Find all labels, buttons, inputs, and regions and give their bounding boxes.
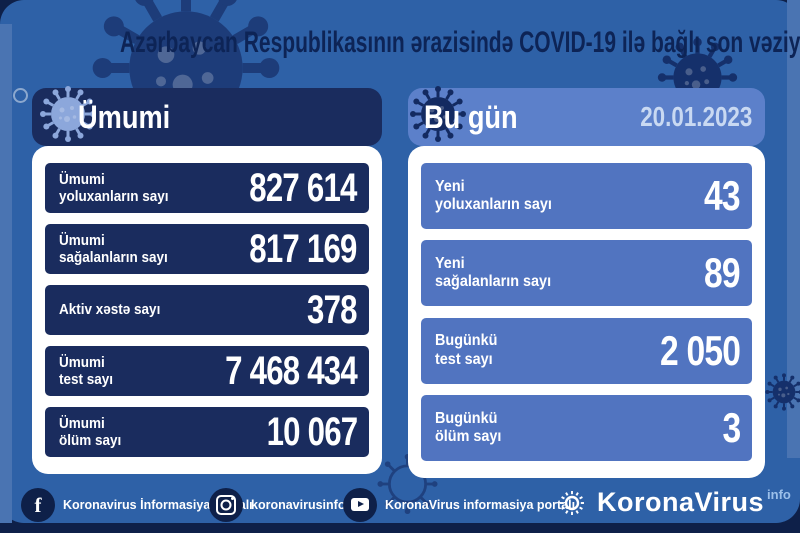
stat-label: Yeni sağalanların sayı: [435, 254, 552, 291]
stat-value: 378: [307, 287, 358, 332]
stat-value: 10 067: [266, 409, 358, 454]
table-row: Ümumi yoluxanların sayı 827 614: [45, 163, 369, 213]
table-row: Yeni yoluxanların sayı 43: [421, 163, 752, 229]
stat-label: Aktiv xəstə sayı: [59, 301, 161, 319]
right-panel-title: Bu gün: [424, 98, 518, 135]
stat-label: Yeni yoluxanların sayı: [435, 177, 552, 213]
instagram-icon: [209, 487, 243, 522]
table-row: Bugünkü test sayı 2 050: [421, 317, 752, 384]
left-panel-title: Ümumi: [78, 98, 171, 135]
table-row: Ümumi sağalanların sayı 817 169: [45, 224, 369, 274]
facebook-label: Koronavirus İnformasiya Portalı: [63, 497, 253, 512]
page-title: Azərbaycan Respublikasının ərazisində CO…: [120, 26, 800, 59]
facebook-link[interactable]: f Koronavirus İnformasiya Portalı: [21, 486, 253, 523]
stat-value: 827 614: [249, 165, 358, 210]
stat-value: 89: [704, 249, 741, 297]
youtube-icon: [343, 487, 377, 522]
left-panel-body: Ümumi yoluxanların sayı 827 614 Ümumi sa…: [32, 146, 382, 474]
facebook-icon: f: [21, 487, 55, 522]
brand-name: KoronaVirus: [597, 487, 765, 517]
stat-label: Bugünkü ölüm sayı: [435, 409, 502, 445]
instagram-link[interactable]: koronavirusinfoaz: [209, 486, 359, 523]
footer: f Koronavirus İnformasiya Portalı korona…: [0, 486, 800, 523]
right-panel-header: Bu gün 20.01.2023: [408, 88, 765, 146]
left-edge-strip: [0, 24, 12, 523]
stat-label: Ümumi sağalanların sayı: [59, 231, 168, 266]
virus-sun-icon: [556, 487, 588, 519]
date-label: 20.01.2023: [640, 101, 753, 132]
brand-suffix: info: [767, 487, 791, 502]
youtube-label: KoronaVirus informasiya portalı: [385, 497, 576, 512]
youtube-link[interactable]: KoronaVirus informasiya portalı: [343, 486, 575, 523]
stat-value: 7 468 434: [225, 348, 358, 393]
table-row: Ümumi test sayı 7 468 434: [45, 346, 369, 396]
stat-label: Ümumi ölüm sayı: [59, 414, 122, 449]
right-edge-strip: [787, 0, 800, 458]
table-row: Yeni sağalanların sayı 89: [421, 240, 752, 307]
instagram-label: koronavirusinfoaz: [251, 497, 359, 512]
stat-label: Bugünkü test sayı: [435, 332, 498, 368]
table-row: Aktiv xəstə sayı 378: [45, 285, 369, 335]
stat-value: 817 169: [249, 226, 358, 271]
table-row: Ümumi ölüm sayı 10 067: [45, 407, 369, 457]
dot-decoration: [13, 88, 28, 103]
stat-value: 2 050: [659, 326, 741, 374]
table-row: Bugünkü ölüm sayı 3: [421, 394, 752, 461]
brand-logo: KoronaVirus info: [556, 486, 791, 523]
left-panel-header: Ümumi: [32, 88, 382, 146]
right-panel-body: Yeni yoluxanların sayı 43 Yeni sağalanla…: [408, 146, 765, 478]
stat-label: Ümumi test sayı: [59, 353, 114, 388]
stat-label: Ümumi yoluxanların sayı: [59, 170, 169, 205]
stat-value: 3: [722, 403, 741, 451]
stat-value: 43: [704, 172, 741, 219]
